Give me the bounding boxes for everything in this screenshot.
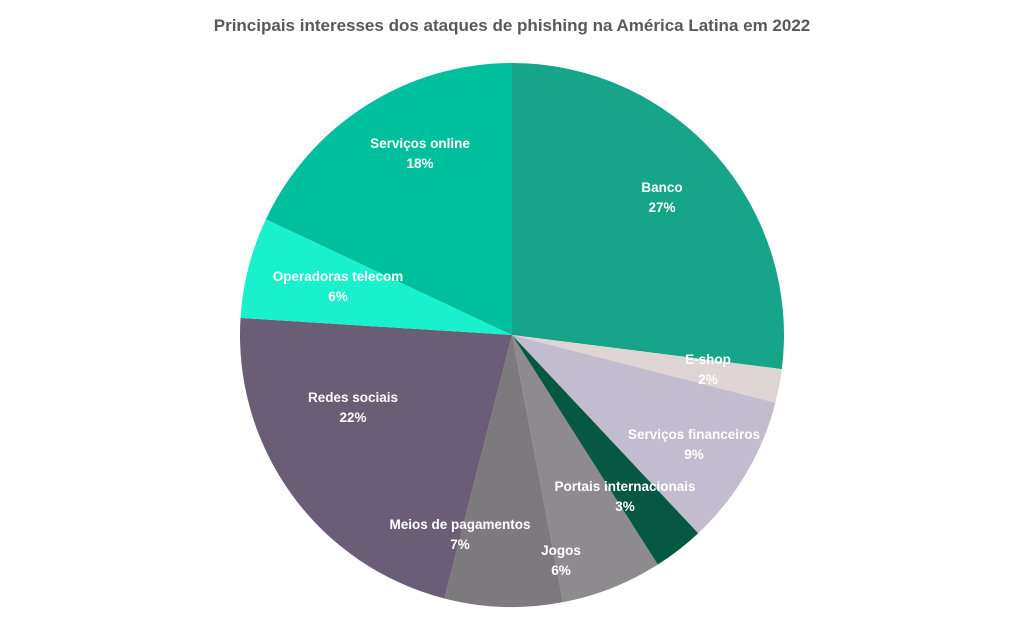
slice-value-label: 2% [698,372,718,387]
pie-slice-e-shop [512,335,782,403]
pie-slice-banco [512,63,784,370]
pie-slice-portais-internacionais [512,335,699,565]
slice-label: Banco [641,180,682,195]
slice-value-label: 6% [551,563,571,578]
slice-label: Serviços online [370,136,470,151]
pie-slice-meios-de-pagamentos [444,335,563,607]
slice-label: Redes sociais [308,390,398,405]
slice-value-label: 7% [450,537,470,552]
slice-value-label: 3% [615,499,635,514]
pie-slice-operadoras-telecom [240,219,512,335]
slice-value-label: 18% [406,156,433,171]
pie-slice-jogos [512,335,658,603]
pie-slice-redes-sociais [240,317,512,599]
slice-value-label: 9% [684,447,704,462]
slice-value-label: 22% [339,410,366,425]
slice-label: Meios de pagamentos [389,517,530,532]
pie-slice-serviços-financeiros [512,335,776,534]
slice-value-label: 27% [648,200,675,215]
slice-label: Serviços financeiros [628,427,760,442]
slice-label: Operadoras telecom [273,269,404,284]
slice-value-label: 6% [328,289,348,304]
pie-slice-serviços-online [265,63,512,335]
slice-label: E-shop [685,352,731,367]
slice-label: Portais internacionais [554,479,695,494]
slice-label: Jogos [541,543,581,558]
chart-title: Principais interesses dos ataques de phi… [213,16,811,35]
